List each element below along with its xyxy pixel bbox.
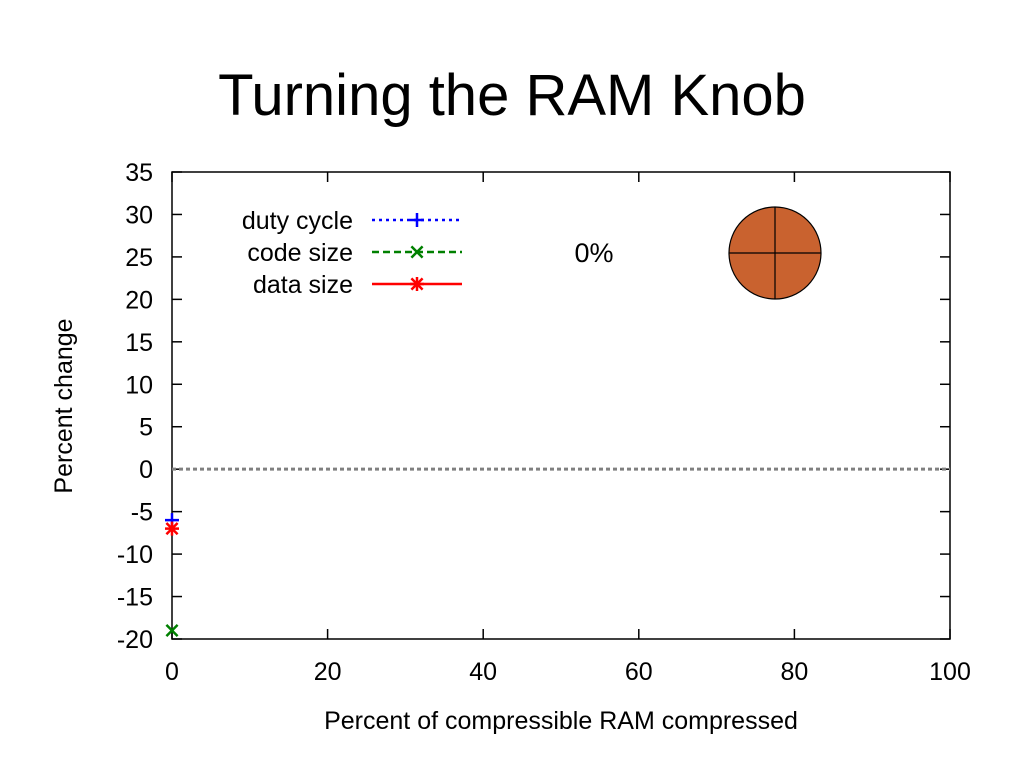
y-axis-label: Percent change [50,318,78,493]
x-tick-label: 60 [625,658,653,686]
y-tick-label: -5 [131,499,153,527]
y-tick-label: -20 [117,626,153,654]
x-tick-label: 40 [469,658,497,686]
y-tick-label: 30 [125,201,153,229]
legend-marker-duty-cycle [410,213,424,227]
x-tick-label: 80 [780,658,808,686]
legend-marker-data-size [410,277,424,291]
legend-label: data size [253,271,353,299]
legend-label: code size [247,239,353,267]
y-tick-label: 25 [125,244,153,272]
knob-label: 0% [574,238,613,268]
data-point-code-size [165,624,179,637]
y-tick-label: 0 [139,456,153,484]
chart-legend: duty cycle code size data size [242,207,462,299]
legend-label: duty cycle [242,207,353,235]
knob [728,206,822,300]
x-tick-label: 100 [929,658,971,686]
y-tick-label: -10 [117,541,153,569]
chart-axes [171,171,951,640]
chart-ticks: -20 -15 -10 -5 0 5 10 15 20 25 30 35 0 20 40 60 80 100 [117,159,971,686]
y-tick-label: 20 [125,286,153,314]
x-tick-label: 20 [314,658,342,686]
plot-frame [171,171,951,640]
y-tick-label: 10 [125,371,153,399]
legend-marker-code-size [410,245,424,259]
y-tick-label: 5 [139,414,153,442]
x-tick-label: 0 [165,658,179,686]
slide-title: Turning the RAM Knob [218,63,806,128]
x-axis-label: Percent of compressible RAM compressed [324,707,798,735]
data-point-data-size [165,521,179,536]
y-tick-label: 35 [125,159,153,187]
chart-points [165,513,179,637]
y-tick-label: 15 [125,329,153,357]
y-tick-label: -15 [117,584,153,612]
